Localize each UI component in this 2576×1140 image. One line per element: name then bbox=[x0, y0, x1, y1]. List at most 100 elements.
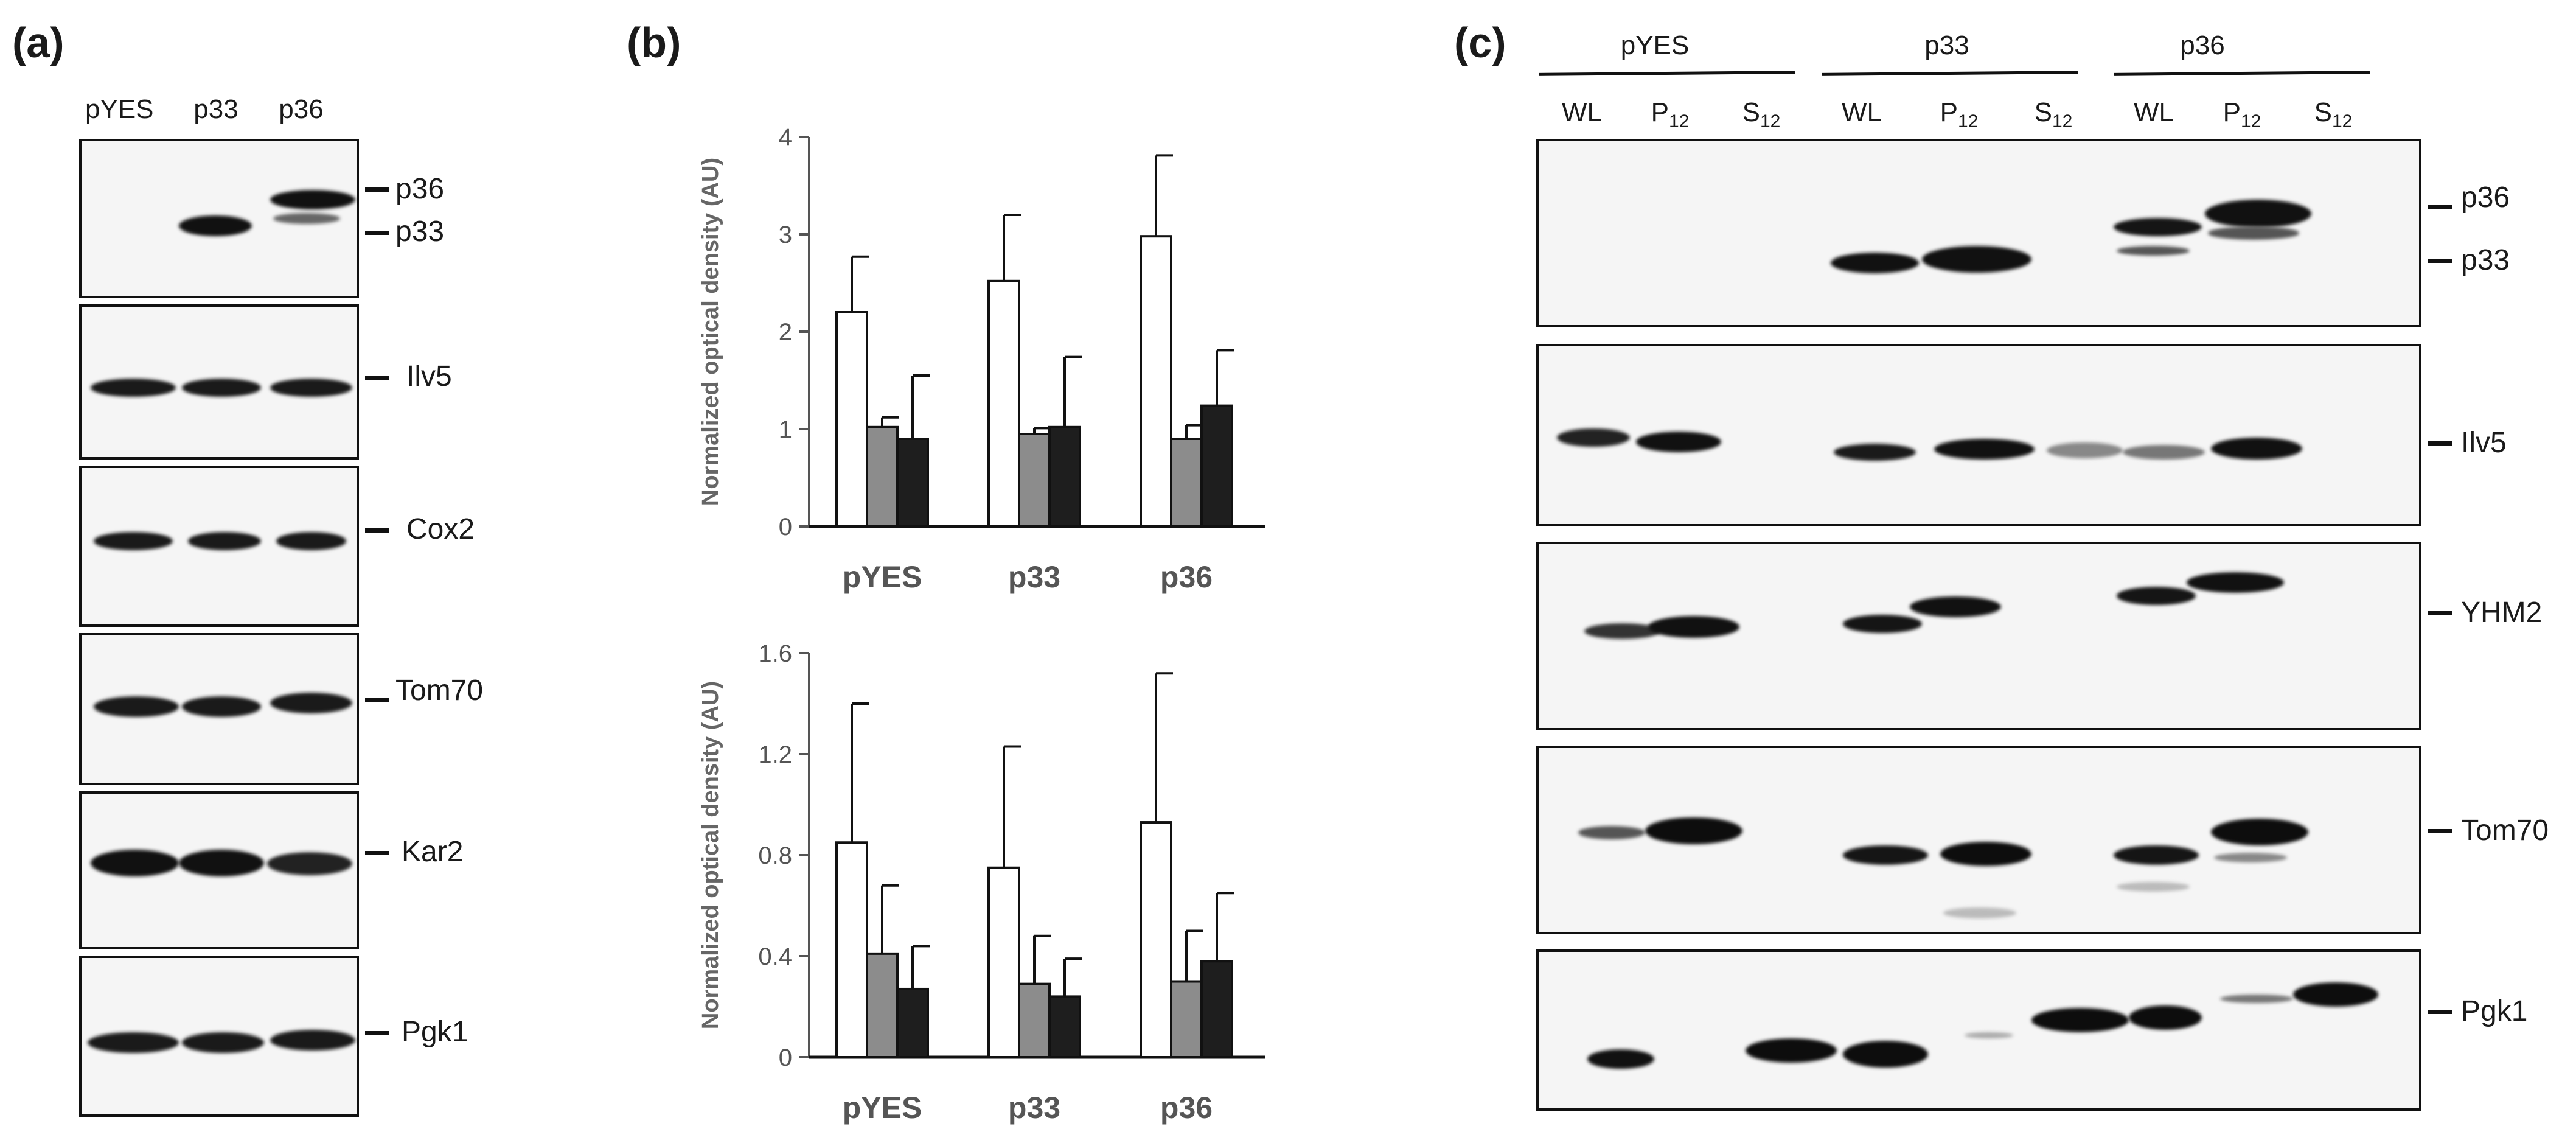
fraction-label-wl: WL bbox=[2134, 97, 2174, 127]
bar bbox=[1018, 433, 1051, 528]
band bbox=[2208, 226, 2299, 240]
blot-c-yhm2 bbox=[1536, 542, 2421, 730]
group-label-p33: p33 bbox=[1924, 30, 1969, 60]
band bbox=[1645, 817, 1742, 844]
band bbox=[91, 379, 176, 397]
lane-label-p33: p33 bbox=[193, 94, 238, 124]
band bbox=[179, 850, 264, 876]
lane-label-pyes: pYES bbox=[85, 94, 154, 124]
group-label-p36: p36 bbox=[2180, 30, 2225, 60]
blot-c-p36-p33 bbox=[1536, 139, 2421, 327]
bar bbox=[866, 952, 899, 1058]
y-tick-label: 4 bbox=[779, 124, 792, 151]
band bbox=[1578, 826, 1645, 839]
marker-tick bbox=[2428, 1010, 2452, 1014]
marker-label-cox2: Cox2 bbox=[406, 513, 475, 545]
bar bbox=[1048, 995, 1081, 1059]
band bbox=[2117, 587, 2196, 605]
band bbox=[1584, 623, 1660, 639]
band bbox=[2031, 1008, 2129, 1032]
category-label: p33 bbox=[1008, 1091, 1060, 1125]
band bbox=[1648, 616, 1739, 638]
fraction-label-p12: P12 bbox=[1940, 97, 1979, 131]
band bbox=[1587, 1049, 1654, 1069]
band bbox=[1965, 1032, 2013, 1038]
marker-label-p33: p33 bbox=[395, 215, 445, 248]
band bbox=[2205, 200, 2311, 228]
y-axis-label: Normalized optical density (AU) bbox=[698, 681, 723, 1029]
band bbox=[270, 190, 355, 209]
blot-a-cox2 bbox=[79, 466, 359, 627]
blot-a-kar2 bbox=[79, 791, 359, 949]
category-label: p36 bbox=[1160, 560, 1213, 594]
marker-label-p36: p36 bbox=[395, 173, 445, 205]
band bbox=[267, 852, 352, 875]
fraction-label-s12: S12 bbox=[1742, 97, 1781, 131]
y-tick-label: 3 bbox=[779, 222, 792, 248]
panel-c-letter: (c) bbox=[1454, 19, 1506, 66]
marker-tick bbox=[365, 187, 389, 192]
bar bbox=[896, 438, 929, 528]
band bbox=[276, 532, 346, 550]
fraction-label-s12: S12 bbox=[2314, 97, 2353, 131]
marker-label-pgk1: Pgk1 bbox=[2461, 995, 2528, 1027]
marker-tick bbox=[365, 231, 389, 235]
marker-tick bbox=[2428, 259, 2452, 263]
blot-c-ilv5 bbox=[1536, 344, 2421, 526]
band bbox=[2047, 442, 2123, 458]
band bbox=[179, 215, 252, 236]
band bbox=[1834, 444, 1916, 461]
y-axis-label: Normalized optical density (AU) bbox=[698, 158, 723, 506]
blot-c-pgk1 bbox=[1536, 949, 2421, 1111]
band bbox=[182, 1032, 264, 1053]
fraction-label-p12: P12 bbox=[1651, 97, 1690, 131]
blot-a-ilv5 bbox=[79, 304, 359, 460]
bar bbox=[1140, 821, 1172, 1058]
band bbox=[270, 1030, 355, 1051]
category-label: pYES bbox=[843, 1091, 922, 1125]
band bbox=[2114, 218, 2202, 236]
lane-label-p36: p36 bbox=[279, 94, 324, 124]
band bbox=[1934, 439, 2035, 460]
bar bbox=[1170, 980, 1203, 1058]
bar bbox=[1200, 960, 1233, 1058]
y-tick-label: 1 bbox=[779, 416, 792, 443]
band bbox=[2117, 246, 2190, 256]
fraction-label-wl: WL bbox=[1562, 97, 1602, 127]
blot-a-p36-p33 bbox=[79, 139, 359, 298]
bar bbox=[1170, 438, 1203, 528]
y-tick-label: 0.4 bbox=[758, 943, 792, 970]
bar bbox=[1140, 235, 1172, 528]
band bbox=[1843, 845, 1928, 865]
marker-tick bbox=[365, 1031, 389, 1035]
band bbox=[270, 379, 352, 397]
band bbox=[182, 379, 261, 397]
bar bbox=[896, 987, 929, 1059]
y-tick-label: 0 bbox=[779, 1044, 792, 1071]
category-label: pYES bbox=[843, 560, 922, 594]
band bbox=[94, 696, 179, 717]
marker-label-p33: p33 bbox=[2461, 244, 2510, 276]
y-tick-label: 0.8 bbox=[758, 842, 792, 869]
blot-c-tom70 bbox=[1536, 746, 2421, 934]
bar-chart-top: 0 1 2 3 4 Normalized optical density (AU) pYES… bbox=[698, 124, 1265, 594]
band bbox=[2117, 882, 2190, 892]
band bbox=[273, 213, 340, 224]
band bbox=[1746, 1038, 1837, 1063]
band bbox=[94, 532, 173, 550]
marker-label-ilv5: Ilv5 bbox=[2461, 427, 2507, 459]
fraction-label-s12: S12 bbox=[2034, 97, 2073, 131]
panel-b-letter: (b) bbox=[627, 19, 681, 66]
marker-label-pgk1: Pgk1 bbox=[402, 1016, 468, 1048]
band bbox=[1636, 432, 1721, 452]
blot-a-tom70 bbox=[79, 633, 359, 785]
fraction-label-wl: WL bbox=[1842, 97, 1882, 127]
y-tick-label: 1.2 bbox=[758, 741, 792, 768]
band bbox=[1940, 842, 2031, 866]
bar bbox=[987, 279, 1020, 528]
group-label-pyes: pYES bbox=[1620, 30, 1690, 60]
marker-tick bbox=[2428, 205, 2452, 209]
band bbox=[188, 532, 261, 550]
bar bbox=[1048, 425, 1081, 528]
marker-label-tom70: Tom70 bbox=[395, 674, 484, 707]
